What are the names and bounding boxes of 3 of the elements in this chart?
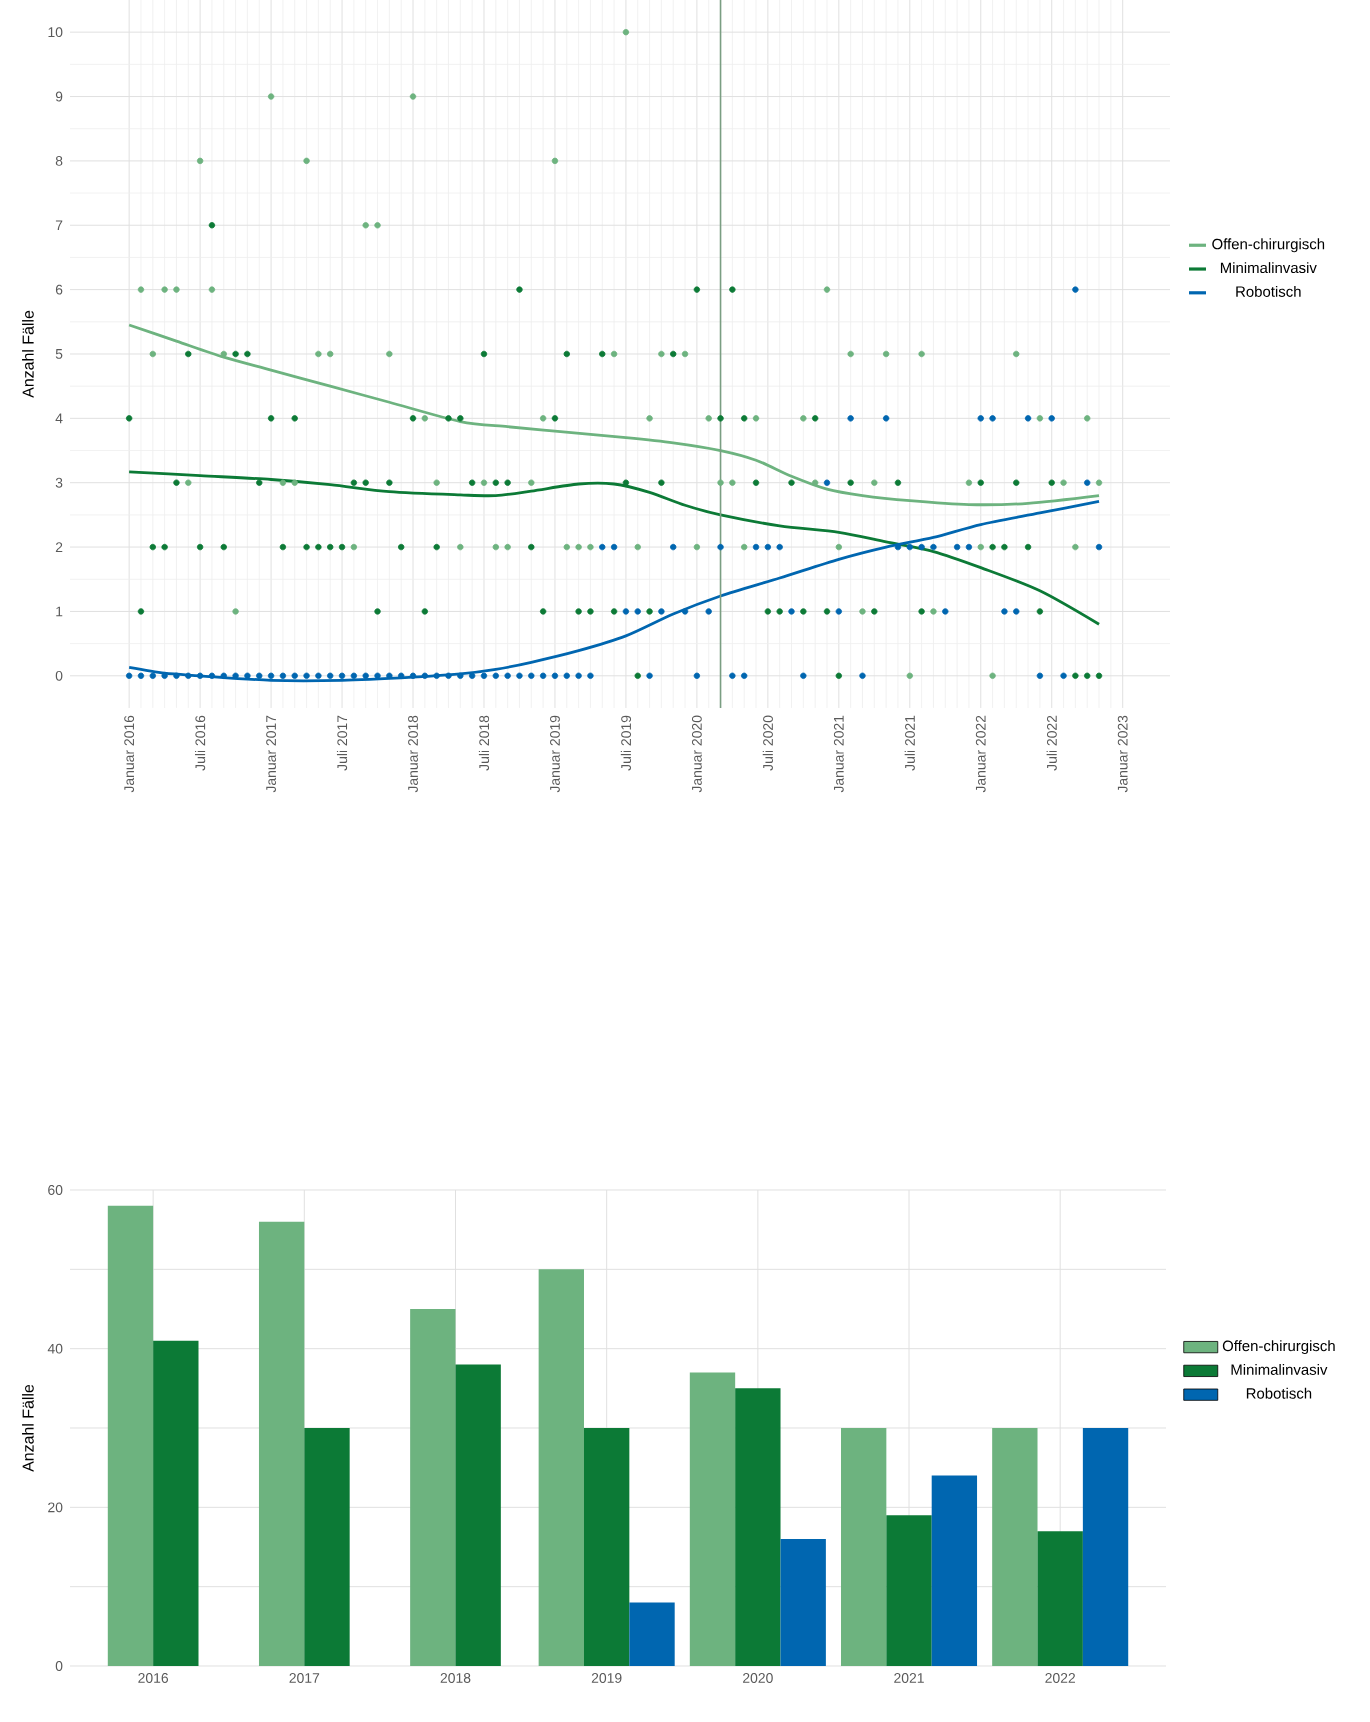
line-series	[127, 499, 1101, 683]
line-series	[127, 323, 1101, 507]
line-series	[127, 470, 1101, 626]
